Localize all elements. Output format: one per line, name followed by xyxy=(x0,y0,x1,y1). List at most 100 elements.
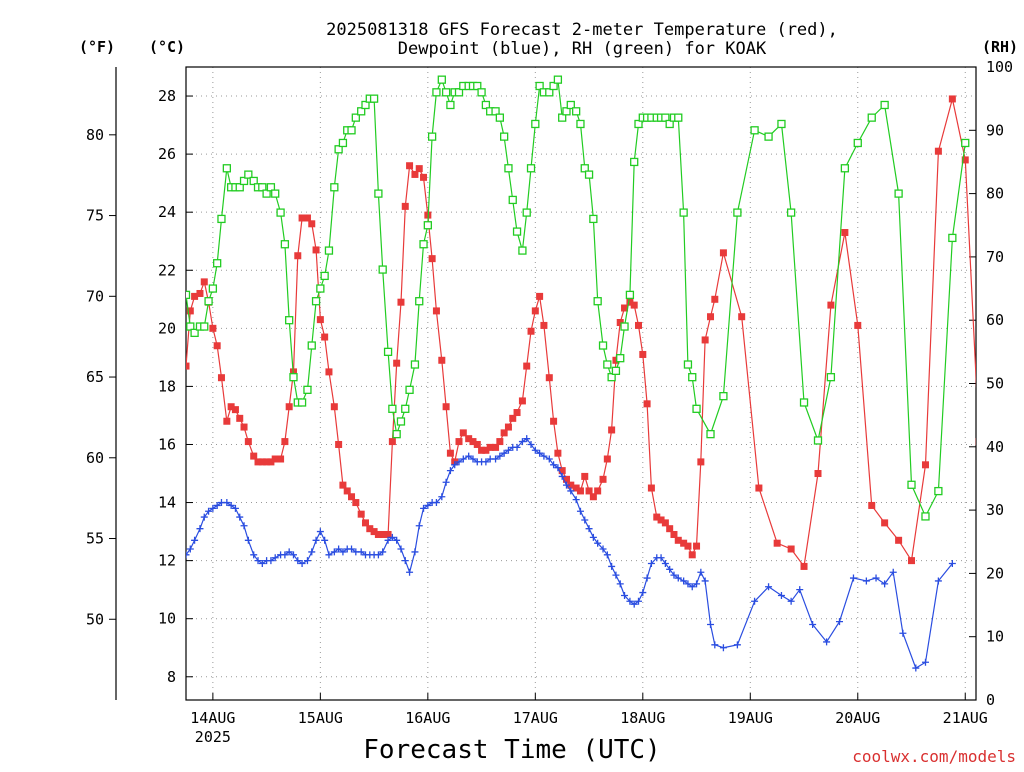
rh-point xyxy=(526,164,536,173)
rh-point xyxy=(580,164,589,173)
rh-point xyxy=(607,373,616,382)
rh-point xyxy=(266,183,276,192)
rh-point xyxy=(307,341,316,350)
rh-point xyxy=(961,138,970,148)
temperature-point xyxy=(509,414,517,422)
rh-point xyxy=(620,322,629,331)
x-tick-label: 21AUG xyxy=(943,709,988,727)
temperature-point xyxy=(312,246,320,254)
rh-tick-label: 80 xyxy=(986,185,1004,203)
dewpoint-point xyxy=(554,464,562,472)
celsius-tick-label: 12 xyxy=(158,552,176,570)
dewpoint-point xyxy=(482,458,490,466)
rh-point xyxy=(572,107,581,116)
temperature-point xyxy=(531,307,539,315)
watermark-text: coolwx.com/models xyxy=(852,747,1016,766)
temperature-point xyxy=(335,440,343,448)
rh-point xyxy=(235,183,244,192)
temperature-point xyxy=(545,374,553,382)
temperature-point xyxy=(406,162,414,170)
rh-point xyxy=(603,360,612,369)
temperature-point xyxy=(244,438,252,446)
celsius-tick-label: 28 xyxy=(158,87,176,105)
rh-point xyxy=(280,240,290,249)
dewpoint-point xyxy=(411,548,419,556)
temperature-point xyxy=(688,551,696,559)
celsius-tick-label: 22 xyxy=(158,261,176,279)
temperature-point xyxy=(881,519,889,527)
temperature-point xyxy=(921,461,929,469)
rh-tick-label: 30 xyxy=(986,501,1004,519)
dewpoint-point xyxy=(254,557,262,565)
temperature-point xyxy=(492,443,500,451)
rh-point xyxy=(222,164,231,173)
temperature-point xyxy=(680,539,688,547)
rh-point xyxy=(446,100,455,110)
temperature-point xyxy=(361,519,369,527)
temperature-point xyxy=(348,493,356,501)
temperature-point xyxy=(455,438,463,446)
temperature-point xyxy=(657,516,665,524)
fahrenheit-tick-label: 60 xyxy=(86,449,104,467)
temperature-point xyxy=(213,342,221,350)
dewpoint-point xyxy=(751,597,759,605)
rh-point xyxy=(383,347,393,357)
dewpoint-point xyxy=(639,589,647,597)
rh-point xyxy=(508,195,517,205)
rh-point xyxy=(244,170,253,179)
dewpoint-point xyxy=(303,557,311,565)
temperature-point xyxy=(267,458,275,466)
rh-point xyxy=(853,138,862,148)
temperature-point xyxy=(513,409,521,417)
temperature-point xyxy=(446,449,454,457)
dewpoint-point xyxy=(223,499,231,507)
temperature-point xyxy=(415,165,423,173)
celsius-tick-label: 16 xyxy=(158,435,176,453)
rh-unit-label: (RH) xyxy=(982,38,1018,56)
rh-point xyxy=(208,284,218,293)
dewpoint-point xyxy=(231,504,239,512)
dewpoint-point xyxy=(835,618,843,626)
dewpoint-point xyxy=(621,591,629,599)
rh-point xyxy=(692,404,701,413)
rh-tick-label: 50 xyxy=(986,375,1004,393)
temperature-point xyxy=(800,562,808,570)
dewpoint-point xyxy=(733,641,741,649)
temperature-point xyxy=(200,278,208,286)
fahrenheit-tick-label: 65 xyxy=(86,368,104,386)
dewpoint-point xyxy=(796,586,804,594)
rh-point xyxy=(357,107,366,116)
temperature-point xyxy=(868,501,876,509)
temperature-point xyxy=(370,528,378,536)
temperature-point xyxy=(486,443,494,451)
dewpoint-point xyxy=(630,600,638,608)
temperature-point xyxy=(277,455,285,463)
temperature-point xyxy=(975,438,976,446)
x-tick-label: 19AUG xyxy=(728,709,773,727)
dewpoint-point xyxy=(196,525,204,533)
rh-point xyxy=(423,221,432,230)
temperature-point xyxy=(298,214,306,222)
dewpoint-point xyxy=(881,580,889,588)
dewpoint-point xyxy=(661,560,669,568)
temperature-point xyxy=(908,557,916,565)
temperature-point xyxy=(504,423,512,431)
rh-point xyxy=(330,183,339,192)
rh-point xyxy=(388,404,397,413)
temperature-point xyxy=(670,530,678,538)
temperature-point xyxy=(374,530,382,538)
temperature-point xyxy=(442,403,450,411)
rh-point xyxy=(522,208,531,217)
temperature-point xyxy=(432,307,440,315)
temperature-point xyxy=(934,147,942,155)
temperature-point xyxy=(428,255,436,263)
rh-point xyxy=(374,189,383,198)
temperature-point xyxy=(674,536,682,544)
dewpoint-point xyxy=(540,452,548,460)
dewpoint-series xyxy=(186,435,956,672)
dewpoint-point xyxy=(459,455,467,463)
rh-point xyxy=(518,246,527,255)
rh-tick-label: 100 xyxy=(986,58,1013,76)
rh-point xyxy=(616,354,625,363)
